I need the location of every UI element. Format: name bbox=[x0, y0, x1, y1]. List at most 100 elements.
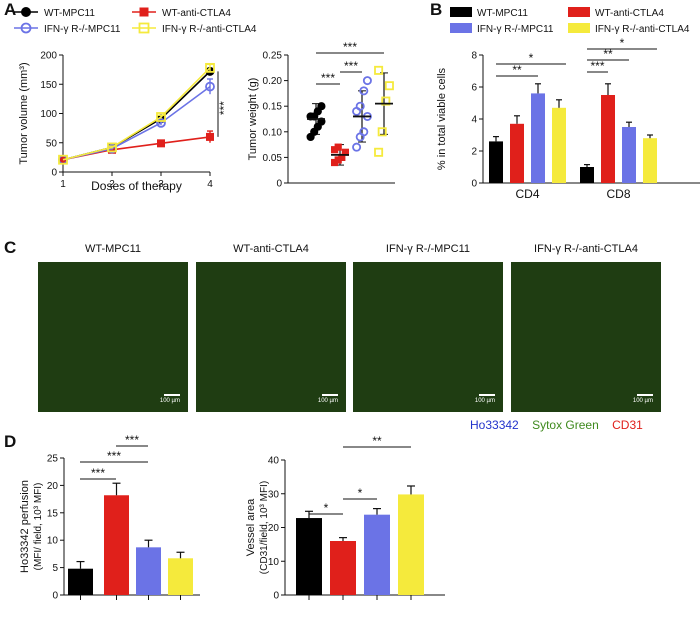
w-data-point bbox=[317, 102, 326, 111]
b-significance-mark: *** bbox=[590, 59, 604, 73]
vessel-y-axis-subtitle: (CD31/field, 10³ MFI) bbox=[259, 481, 270, 574]
b-significance-mark: * bbox=[529, 51, 534, 65]
a-data-point bbox=[156, 112, 166, 122]
vessel-y-tick-label: 30 bbox=[268, 489, 280, 500]
a-x-tick-label: 3 bbox=[158, 179, 164, 190]
perf-bar bbox=[68, 568, 93, 595]
perf-significance-mark: *** bbox=[91, 466, 105, 480]
scale-bar bbox=[322, 394, 338, 396]
w-data-point bbox=[359, 86, 369, 96]
b-category-label: CD4 bbox=[515, 187, 539, 201]
a-x-tick-label: 2 bbox=[109, 179, 115, 190]
perf-y-tick-label: 0 bbox=[52, 591, 58, 602]
a-data-point bbox=[156, 117, 166, 128]
scale-bar bbox=[164, 394, 180, 396]
vessel-y-tick-label: 10 bbox=[268, 557, 280, 568]
micrograph-ifn-mpc11: 100 µm bbox=[353, 262, 503, 412]
b-y-axis-title: % in total viable cells bbox=[436, 67, 448, 170]
w-significance-mark: *** bbox=[343, 40, 357, 54]
scale-label: 100 µm bbox=[474, 398, 495, 404]
a-x-axis-title: Doses of therapy bbox=[91, 179, 182, 193]
w-y-axis-title: Tumor weight (g) bbox=[247, 78, 259, 161]
vessel-y-tick-label: 0 bbox=[273, 591, 279, 602]
legend-b-swatch bbox=[450, 23, 472, 33]
w-y-tick-label: 0.25 bbox=[263, 51, 283, 62]
scale-label: 100 µm bbox=[317, 398, 338, 404]
perf-y-axis-title: Ho33342 perfusion bbox=[19, 480, 31, 573]
a-y-tick-label: 0 bbox=[51, 168, 57, 179]
micro-title-1: WT-MPC11 bbox=[84, 243, 142, 255]
vessel-y-tick-label: 40 bbox=[268, 456, 280, 467]
w-significance-mark: *** bbox=[321, 71, 335, 85]
micrograph-wt-anti-ctla4: 100 µm bbox=[196, 262, 346, 412]
a-y-tick-label: 50 bbox=[46, 138, 58, 149]
b-y-tick-label: 2 bbox=[471, 147, 477, 158]
scale-label: 100 µm bbox=[159, 398, 180, 404]
vessel-significance-mark: * bbox=[358, 486, 363, 500]
a-y-tick-label: 200 bbox=[40, 51, 57, 62]
a-data-point bbox=[206, 132, 214, 141]
w-data-point bbox=[374, 147, 384, 157]
legend-a-marker bbox=[20, 22, 32, 34]
stain-legend: Ho33342 Sytox Green CD31 bbox=[470, 418, 643, 432]
legend-b-swatch bbox=[450, 7, 472, 17]
b-bar bbox=[510, 123, 524, 183]
w-data-point bbox=[377, 127, 387, 137]
panel-label-a: A bbox=[4, 0, 17, 19]
b-y-tick-label: 8 bbox=[471, 51, 477, 62]
b-y-tick-label: 0 bbox=[471, 179, 477, 190]
b-significance-mark: ** bbox=[603, 47, 613, 61]
scale-bar bbox=[637, 394, 653, 396]
b-bar bbox=[531, 93, 545, 183]
w-data-point bbox=[341, 148, 349, 156]
legend-a-marker bbox=[21, 7, 31, 17]
vessel-significance-mark: ** bbox=[372, 434, 382, 448]
a-y-axis-title: Tumor volume (mm³) bbox=[18, 62, 30, 164]
b-significance-mark: * bbox=[620, 36, 625, 50]
micrograph-wt-mpc11: 100 µm bbox=[38, 262, 188, 412]
legend-b-label: IFN-γ R-/-anti-CTLA4 bbox=[595, 24, 690, 35]
w-data-point bbox=[355, 101, 365, 111]
legend-a-label: WT-anti-CTLA4 bbox=[162, 8, 231, 19]
b-bar bbox=[489, 141, 503, 183]
w-y-tick-label: 0.05 bbox=[263, 153, 283, 164]
vessel-y-tick-label: 20 bbox=[268, 523, 280, 534]
w-y-tick-label: 0.20 bbox=[263, 76, 283, 87]
legend-b-label: IFN-γ R-/-MPC11 bbox=[477, 24, 554, 35]
perf-significance-mark: *** bbox=[125, 433, 139, 447]
b-y-tick-label: 6 bbox=[471, 83, 477, 94]
perf-bar bbox=[168, 558, 193, 595]
a-data-point bbox=[58, 154, 68, 165]
w-data-point bbox=[384, 81, 394, 91]
micro-title-3: IFN-γ R-/-MPC11 bbox=[385, 243, 471, 255]
vessel-bar bbox=[296, 518, 322, 595]
stain-ho33342: Ho33342 bbox=[470, 418, 519, 432]
legend-a-marker bbox=[139, 7, 149, 17]
b-significance-mark: ** bbox=[512, 63, 522, 77]
w-data-point bbox=[352, 142, 362, 152]
w-data-point bbox=[374, 65, 384, 75]
panel-label-c: C bbox=[4, 238, 17, 257]
a-data-point bbox=[157, 139, 165, 148]
b-bar bbox=[601, 95, 615, 183]
legend-b-label: WT-MPC11 bbox=[477, 8, 528, 19]
a-data-point bbox=[205, 81, 215, 92]
legend-a-label: IFN-γ R-/-MPC11 bbox=[44, 24, 121, 35]
w-y-tick-label: 0 bbox=[276, 179, 282, 190]
legend-a-label: WT-MPC11 bbox=[44, 8, 95, 19]
perf-y-tick-label: 15 bbox=[47, 508, 59, 519]
micro-title-2: WT-anti-CTLA4 bbox=[233, 243, 309, 255]
scale-bar bbox=[479, 394, 495, 396]
b-bar bbox=[580, 167, 594, 183]
b-bar bbox=[552, 107, 566, 183]
w-significance-mark: *** bbox=[344, 59, 358, 73]
a-x-tick-label: 1 bbox=[60, 179, 66, 190]
stain-cd31: CD31 bbox=[612, 418, 643, 432]
a-data-point bbox=[205, 62, 215, 73]
panel-label-b: B bbox=[430, 0, 443, 19]
perf-bar bbox=[104, 495, 129, 595]
b-bar bbox=[622, 127, 636, 183]
a-data-point bbox=[107, 142, 117, 153]
w-data-point bbox=[338, 153, 346, 161]
